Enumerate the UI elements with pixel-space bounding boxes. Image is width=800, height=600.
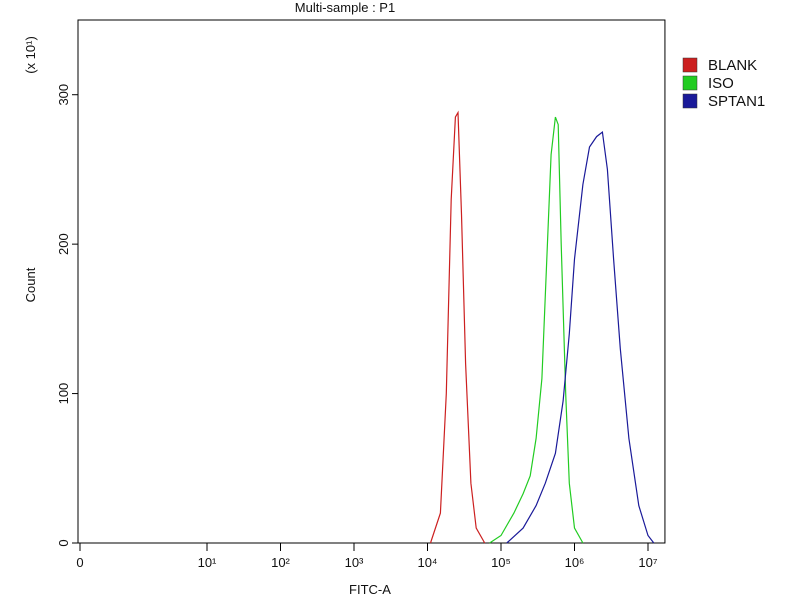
y-tick-label: 100 (56, 383, 71, 405)
x-tick-label: 10⁷ (638, 555, 657, 570)
y-tick-label: 300 (56, 84, 71, 106)
legend-label: BLANK (708, 57, 757, 74)
legend-swatch (682, 57, 698, 73)
series-line (506, 130, 655, 544)
x-tick-label: 10³ (345, 555, 364, 570)
legend-label: SPTAN1 (708, 93, 765, 110)
x-tick-label: 0 (76, 555, 83, 570)
y-axis-label: Count (23, 267, 38, 302)
series-line (489, 116, 584, 544)
x-tick-label: 10⁶ (565, 555, 585, 570)
series-line (429, 110, 486, 544)
x-tick-label: 10⁴ (417, 555, 437, 570)
legend-label: ISO (708, 75, 734, 92)
x-axis-label: FITC-A (349, 582, 391, 597)
x-tick-label: 10⁵ (491, 555, 511, 570)
x-tick-label: 10¹ (198, 555, 217, 570)
x-tick-label: 10² (271, 555, 290, 570)
chart-title: Multi-sample : P1 (295, 0, 395, 15)
legend-swatch (682, 93, 698, 109)
y-tick-label: 0 (56, 539, 71, 546)
y-multiplier: (x 10¹) (23, 36, 38, 74)
plot-frame (77, 19, 666, 544)
y-tick-label: 200 (56, 233, 71, 255)
legend-swatch (682, 75, 698, 91)
